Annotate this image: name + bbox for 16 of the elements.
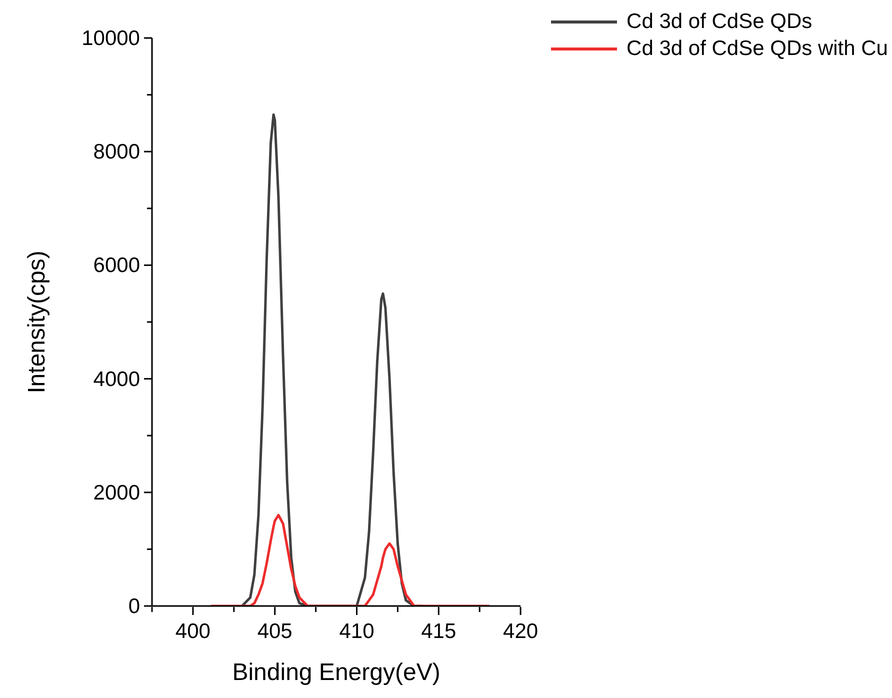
y-tick-label: 10000 bbox=[82, 27, 140, 50]
legend-label: Cd 3d of CdSe QDs with Cu bbox=[626, 36, 888, 62]
y-tick-label: 6000 bbox=[93, 254, 140, 278]
legend-label: Cd 3d of CdSe QDs bbox=[626, 9, 812, 35]
x-axis-title: Binding Energy(eV) bbox=[232, 659, 440, 686]
y-tick-label: 0 bbox=[128, 595, 140, 618]
line-series bbox=[210, 514, 491, 606]
y-tick-label: 2000 bbox=[93, 481, 140, 504]
x-tick-label: 400 bbox=[175, 620, 210, 643]
x-tick-label: 410 bbox=[339, 620, 374, 643]
x-tick-label: 420 bbox=[503, 620, 538, 643]
y-tick-label: 8000 bbox=[93, 140, 140, 164]
x-tick-label: 405 bbox=[257, 620, 292, 643]
y-tick-label: 4000 bbox=[93, 368, 140, 391]
y-axis-title: Intensity(cps) bbox=[24, 250, 51, 394]
x-tick-label: 415 bbox=[421, 620, 456, 643]
